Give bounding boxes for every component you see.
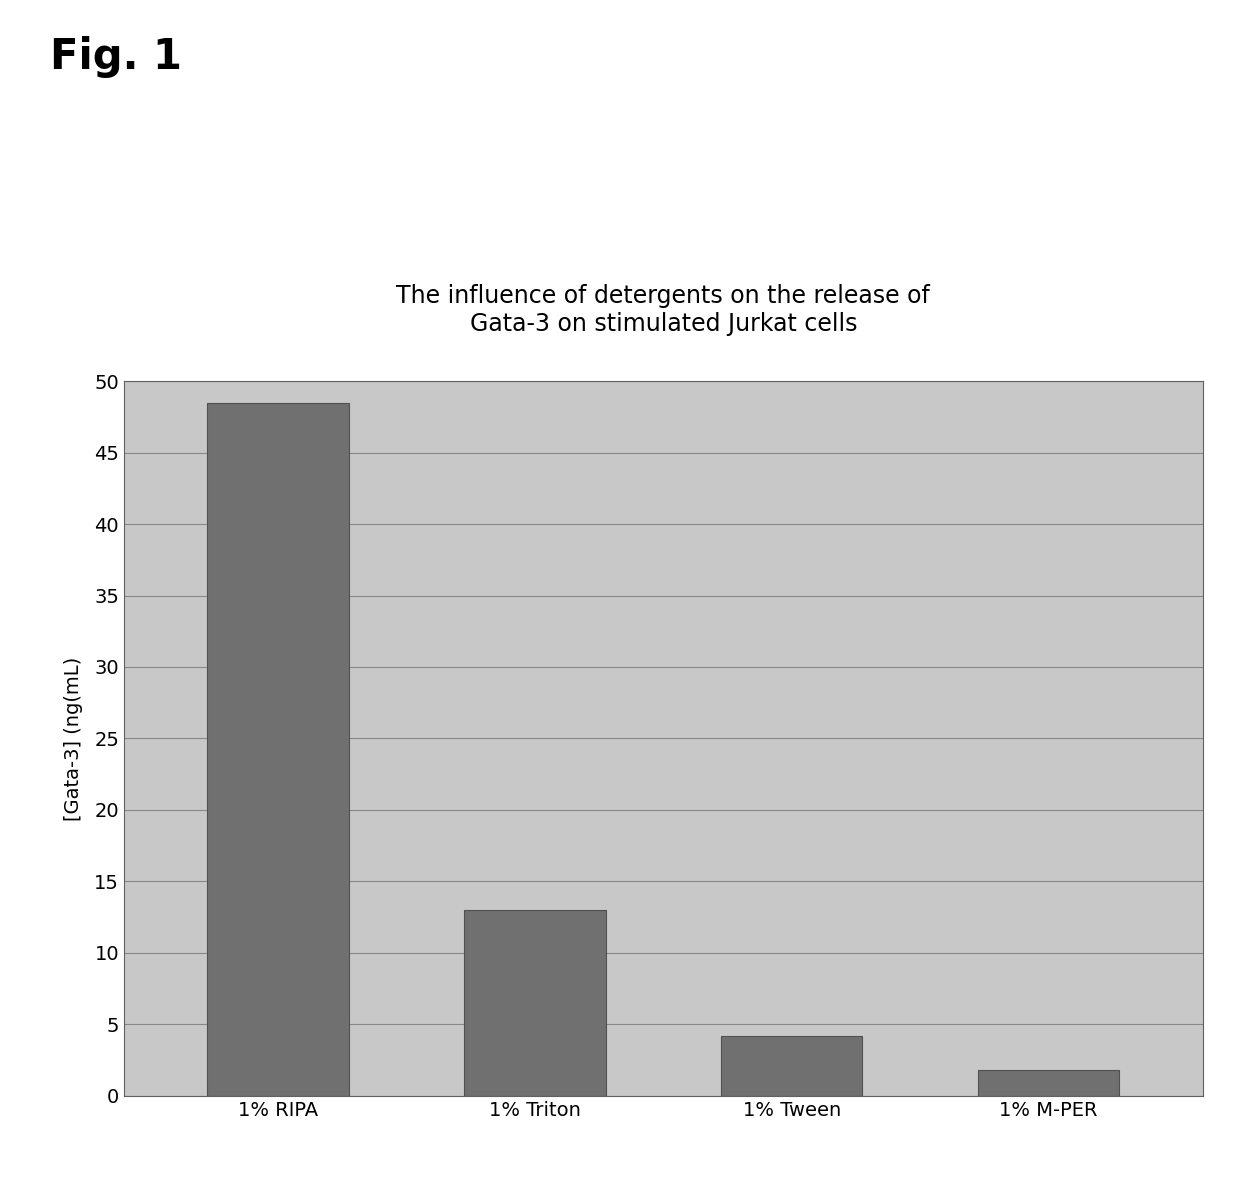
Y-axis label: [Gata-3] (ng(mL): [Gata-3] (ng(mL) — [64, 656, 83, 821]
Text: Fig. 1: Fig. 1 — [50, 36, 181, 77]
Bar — [978, 1070, 1120, 1096]
Bar — [207, 403, 348, 1096]
Bar — [464, 910, 605, 1096]
Bar — [722, 1036, 863, 1096]
Text: The influence of detergents on the release of
Gata-3 on stimulated Jurkat cells: The influence of detergents on the relea… — [397, 283, 930, 336]
